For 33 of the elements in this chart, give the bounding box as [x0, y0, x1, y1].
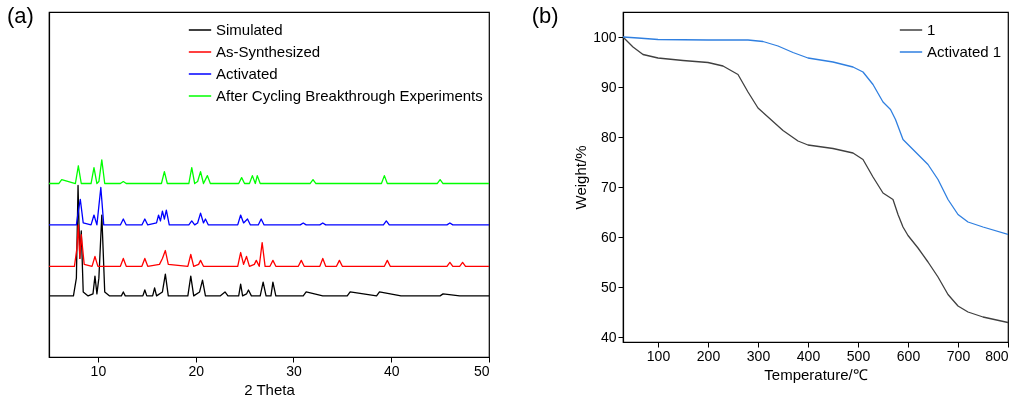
x-tick-label: 800 [985, 347, 1009, 364]
x-tick-label: 40 [383, 362, 400, 379]
x-tick-label: 700 [946, 347, 971, 364]
x-axis-title: 2 Theta [244, 380, 296, 398]
x-axis-title: Temperature/℃ [764, 365, 868, 383]
y-tick-label: 100 [593, 28, 617, 45]
y-tick-label: 60 [600, 228, 617, 245]
legend-label: After Cycling Breakthrough Experiments [216, 87, 483, 104]
x-tick-label: 20 [188, 362, 205, 379]
legend-label: Simulated [216, 21, 283, 38]
x-tick-label: 50 [473, 362, 490, 379]
legend-label: Activated [216, 65, 278, 82]
x-tick-label: 300 [746, 347, 771, 364]
y-axis-title: Weight/% [572, 145, 590, 210]
y-tick-label: 90 [600, 78, 617, 95]
legend-label: As-Synthesized [216, 43, 321, 60]
legend-label: 1 [927, 21, 936, 38]
legend-label: Activated 1 [927, 43, 1002, 60]
y-tick-label: 70 [600, 178, 617, 195]
x-tick-label: 100 [646, 347, 671, 364]
y-tick-label: 80 [600, 128, 617, 145]
line-series [623, 36, 1008, 324]
chart-title: (a) [7, 3, 34, 28]
x-tick-label: 500 [846, 347, 871, 364]
x-tick-label: 400 [796, 347, 821, 364]
x-tick-label: 30 [286, 362, 302, 379]
y-tick-label: 40 [600, 328, 617, 345]
y-tick-label: 50 [600, 278, 617, 295]
x-tick-label: 200 [696, 347, 721, 364]
line-series [623, 36, 1008, 236]
chart-title: (b) [531, 3, 559, 28]
x-tick-label: 600 [896, 347, 921, 364]
x-tick-label: 10 [90, 362, 107, 379]
